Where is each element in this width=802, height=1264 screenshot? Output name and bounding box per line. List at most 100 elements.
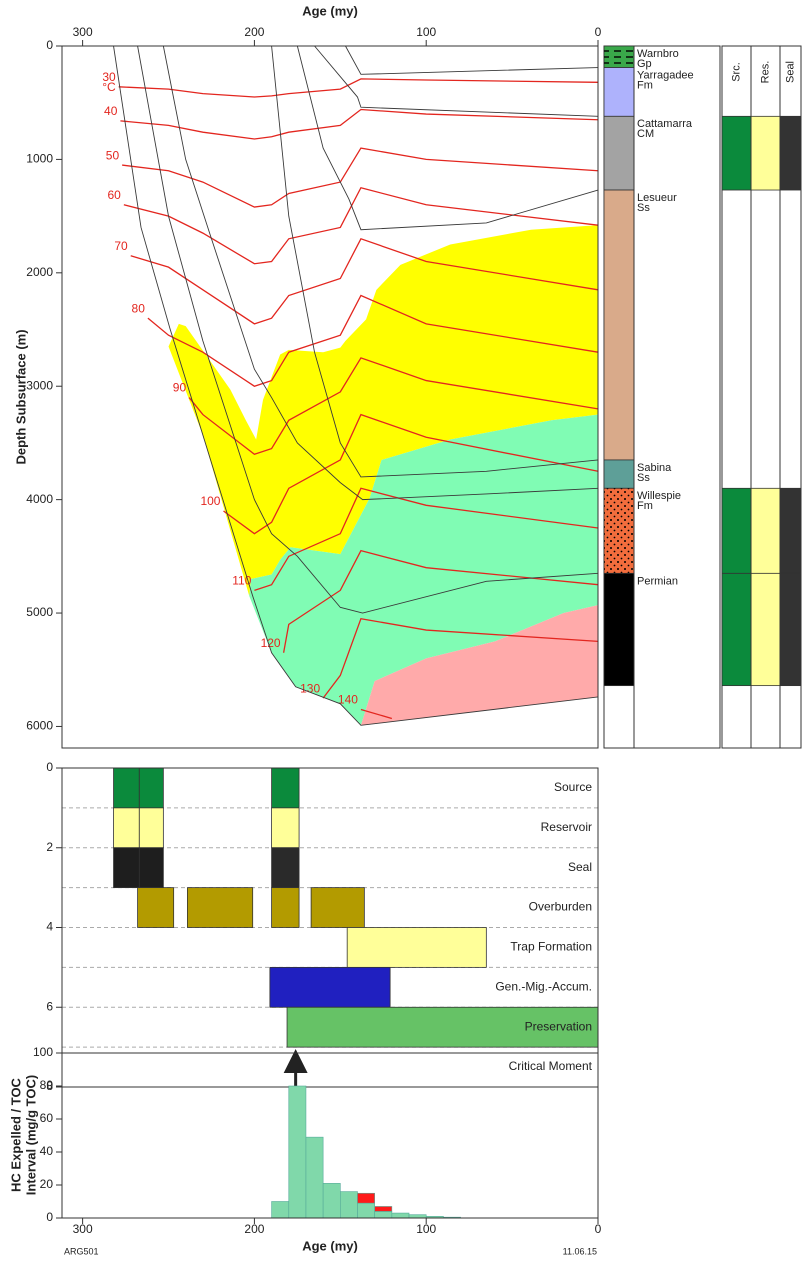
x-axis-title: Age (my) xyxy=(302,1238,358,1253)
isotherm xyxy=(282,549,599,653)
isotherm-label: 110 xyxy=(232,574,251,588)
event-bar xyxy=(113,807,140,849)
row-label: Seal xyxy=(568,860,592,874)
histogram-bar xyxy=(374,1206,393,1212)
isotherm-unit: °C xyxy=(102,80,116,94)
y-tick-label: 1000 xyxy=(26,152,53,166)
y-tick-label: 80 xyxy=(40,1078,54,1092)
isotherm xyxy=(223,413,599,535)
isotherm-label: 60 xyxy=(107,188,121,202)
row-label: Trap Formation xyxy=(510,940,592,954)
event-bar xyxy=(113,847,140,889)
x-tick-label: 100 xyxy=(416,1222,436,1236)
column-header: Src. xyxy=(730,62,742,82)
burial-horizon xyxy=(271,45,599,478)
y-tick-label: 2000 xyxy=(26,265,53,279)
y-tick-label: 60 xyxy=(40,1111,54,1125)
isotherm-label: 50 xyxy=(106,148,120,162)
x-tick-label: 100 xyxy=(416,25,436,39)
row-label: Reservoir xyxy=(541,820,592,834)
y-tick-label: 20 xyxy=(40,1177,54,1191)
row-label: Preservation xyxy=(525,1019,592,1033)
isotherm-label: 90 xyxy=(173,381,187,395)
event-bar xyxy=(271,847,300,889)
event-bar xyxy=(346,927,487,968)
isotherm xyxy=(360,708,393,720)
x-tick-label: 300 xyxy=(73,1222,93,1236)
x-tick-label: 200 xyxy=(244,1222,264,1236)
y-tick-label: 0 xyxy=(46,760,53,774)
event-bar xyxy=(286,1006,599,1048)
plot-frame xyxy=(61,45,599,749)
histogram-bar xyxy=(391,1212,410,1219)
y-tick-label: 4000 xyxy=(26,492,53,506)
lithology-unit xyxy=(603,67,635,117)
burial-horizon xyxy=(137,45,599,614)
burial-horizon xyxy=(113,45,599,726)
burial-horizon xyxy=(345,45,599,75)
histogram-bar xyxy=(271,1201,290,1219)
lithology-label: Ss xyxy=(637,202,650,214)
plot-frame xyxy=(61,1052,599,1219)
isotherm xyxy=(322,617,599,699)
event-bar xyxy=(271,767,300,809)
system-element xyxy=(750,572,781,687)
lithology-label: Cattamarra xyxy=(637,118,693,130)
lithology-label: Willespie xyxy=(637,490,681,502)
lithology-label: CM xyxy=(637,128,654,140)
event-bar xyxy=(138,807,164,849)
histogram-bar xyxy=(340,1191,358,1219)
event-bar xyxy=(271,887,300,928)
system-element xyxy=(750,487,781,574)
isotherm xyxy=(118,78,599,98)
isotherm xyxy=(123,187,599,265)
x-tick-label: 200 xyxy=(244,25,264,39)
column-frame xyxy=(721,45,802,749)
lithology-unit xyxy=(603,572,635,687)
system-element xyxy=(721,487,752,574)
event-bar xyxy=(113,767,140,809)
isotherm-label: 140 xyxy=(338,693,358,707)
event-bar xyxy=(271,807,300,849)
lithology-label: Warnbro xyxy=(637,48,679,60)
system-element xyxy=(779,115,802,191)
isotherm-label: 130 xyxy=(300,681,320,695)
lithology-label: Fm xyxy=(637,79,653,91)
system-element xyxy=(779,572,802,687)
lithology-label: Ss xyxy=(637,472,650,484)
row-label: Source xyxy=(554,780,592,794)
y-tick-label: 40 xyxy=(40,1144,54,1158)
system-element xyxy=(750,115,781,191)
event-bar xyxy=(187,887,254,928)
isotherm-label: 80 xyxy=(132,301,146,315)
histogram-bar xyxy=(322,1183,341,1219)
y-axis-title: Interval (mg/g TOC) xyxy=(23,1075,38,1195)
burial-horizon xyxy=(296,45,599,231)
lithology-label: Sabina xyxy=(637,462,672,474)
row-label: Overburden xyxy=(529,900,592,914)
y-tick-label: 6 xyxy=(46,999,53,1013)
histogram-bar xyxy=(357,1202,375,1219)
lithology-unit xyxy=(603,459,635,489)
lithology-pattern xyxy=(604,488,634,574)
isotherm-label: 40 xyxy=(104,104,118,118)
y-tick-label: 6000 xyxy=(26,719,53,733)
lithology-label: Gp xyxy=(637,58,652,70)
x-tick-label: 0 xyxy=(595,1222,602,1236)
lithology-label: Fm xyxy=(637,500,653,512)
y-axis-title: HC Expelled / TOC xyxy=(8,1077,23,1192)
lithology-pattern xyxy=(604,46,634,68)
event-bar xyxy=(138,847,164,889)
maturity-zone xyxy=(249,414,598,726)
column-header: Res. xyxy=(759,61,771,84)
footer-right: 11.06.15 xyxy=(563,1246,597,1256)
histogram-bar xyxy=(288,1085,307,1219)
column-header: Seal xyxy=(784,61,796,83)
lithology-unit xyxy=(603,189,635,461)
event-bar xyxy=(138,767,164,809)
isotherm xyxy=(188,357,599,455)
isotherm xyxy=(254,487,599,591)
y-axis-title: Depth Subsurface (m) xyxy=(13,329,28,464)
